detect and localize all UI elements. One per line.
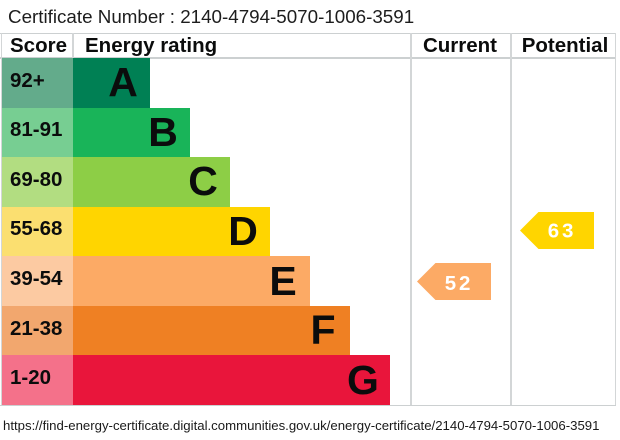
svg-text:52: 52 [445, 272, 473, 295]
svg-text:63: 63 [547, 220, 575, 243]
